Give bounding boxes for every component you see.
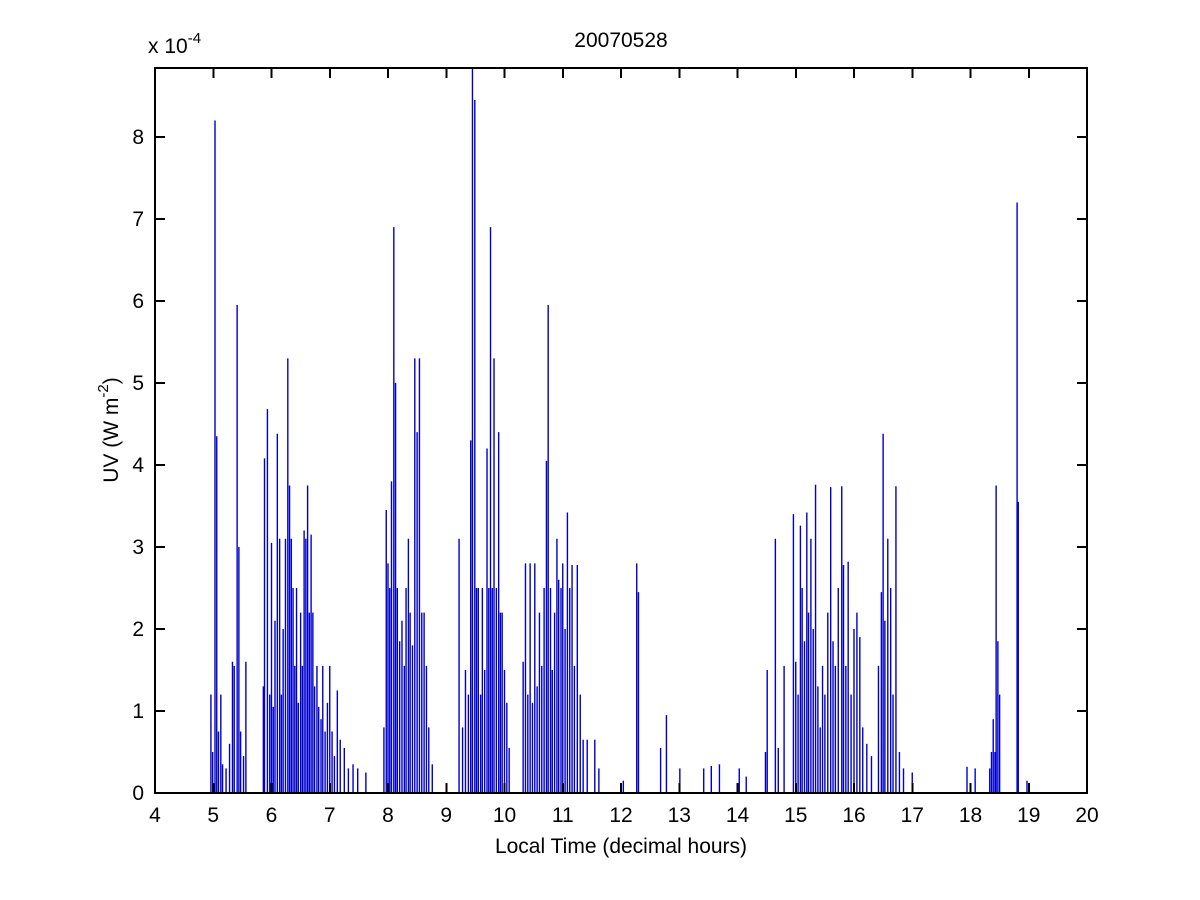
y-axis-label: UV (W m-2) xyxy=(95,377,123,483)
x-tick-label: 15 xyxy=(784,804,807,827)
y-label-suffix: ) xyxy=(100,377,123,384)
x-tick-label: 18 xyxy=(959,804,982,827)
x-tick-label: 8 xyxy=(382,804,394,827)
y-tick-label: 6 xyxy=(132,290,144,313)
y-multiplier-exponent: -4 xyxy=(188,30,201,47)
x-tick-label: 17 xyxy=(901,804,924,827)
y-tick-label: 5 xyxy=(132,372,144,395)
x-axis-label: Local Time (decimal hours) xyxy=(495,835,747,858)
x-tick-label: 11 xyxy=(552,804,574,827)
y-tick-label: 8 xyxy=(132,126,144,149)
y-tick-label: 3 xyxy=(132,536,144,559)
y-tick-label: 4 xyxy=(132,454,144,477)
y-tick-label: 1 xyxy=(132,700,144,723)
y-label-exponent: -2 xyxy=(95,384,112,397)
x-tick-label: 7 xyxy=(324,804,336,827)
axes-box-and-ticks xyxy=(154,67,1088,794)
y-tick-label: 0 xyxy=(132,782,144,805)
y-multiplier-base: x 10 xyxy=(148,35,188,58)
x-tick-label: 12 xyxy=(609,804,632,827)
x-tick-label: 20 xyxy=(1075,804,1098,827)
y-tick-labels: 0 1 2 3 4 5 6 7 8 xyxy=(132,126,144,805)
y-axis-multiplier: x 10-4 xyxy=(148,30,201,58)
y-label-base: UV (W m xyxy=(100,398,123,483)
x-tick-label: 19 xyxy=(1017,804,1040,827)
x-tick-label: 9 xyxy=(440,804,452,827)
x-tick-label: 4 xyxy=(149,804,161,827)
x-tick-label: 10 xyxy=(493,804,516,827)
data-series-uv-spikes xyxy=(210,68,1028,792)
chart-title: 20070528 xyxy=(574,29,667,52)
y-tick-label: 2 xyxy=(132,618,144,641)
y-tick-label: 7 xyxy=(132,208,144,231)
x-tick-label: 14 xyxy=(726,804,750,827)
x-tick-labels: 4 5 6 7 8 9 10 11 12 13 14 15 16 17 18 19 20 xyxy=(149,804,1099,827)
x-tick-label: 6 xyxy=(266,804,278,827)
x-tick-label: 5 xyxy=(207,804,219,827)
x-tick-label: 13 xyxy=(668,804,691,827)
x-tick-label: 16 xyxy=(842,804,865,827)
